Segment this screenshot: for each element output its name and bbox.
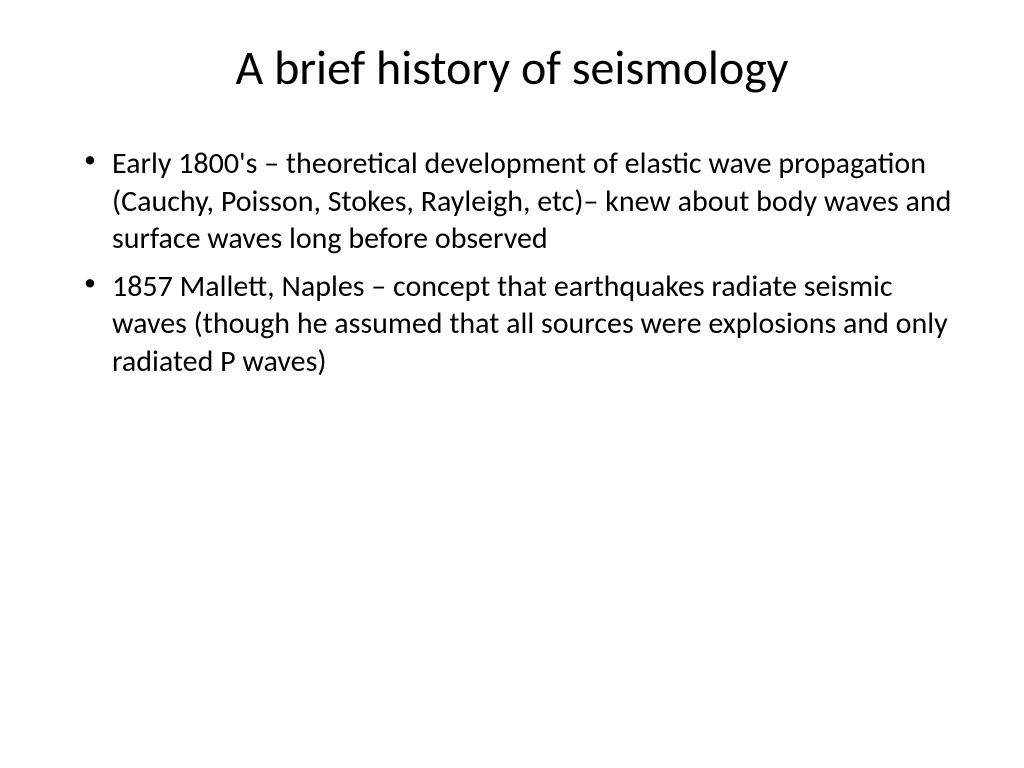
bullet-item: Early 1800's – theoretical development o… (84, 145, 964, 258)
slide-content: Early 1800's – theoretical development o… (60, 145, 964, 380)
bullet-item: 1857 Mallett, Naples – concept that eart… (84, 268, 964, 381)
bullet-list: Early 1800's – theoretical development o… (84, 145, 964, 380)
slide-container: A brief history of seismology Early 1800… (0, 0, 1024, 768)
slide-title: A brief history of seismology (60, 38, 964, 97)
